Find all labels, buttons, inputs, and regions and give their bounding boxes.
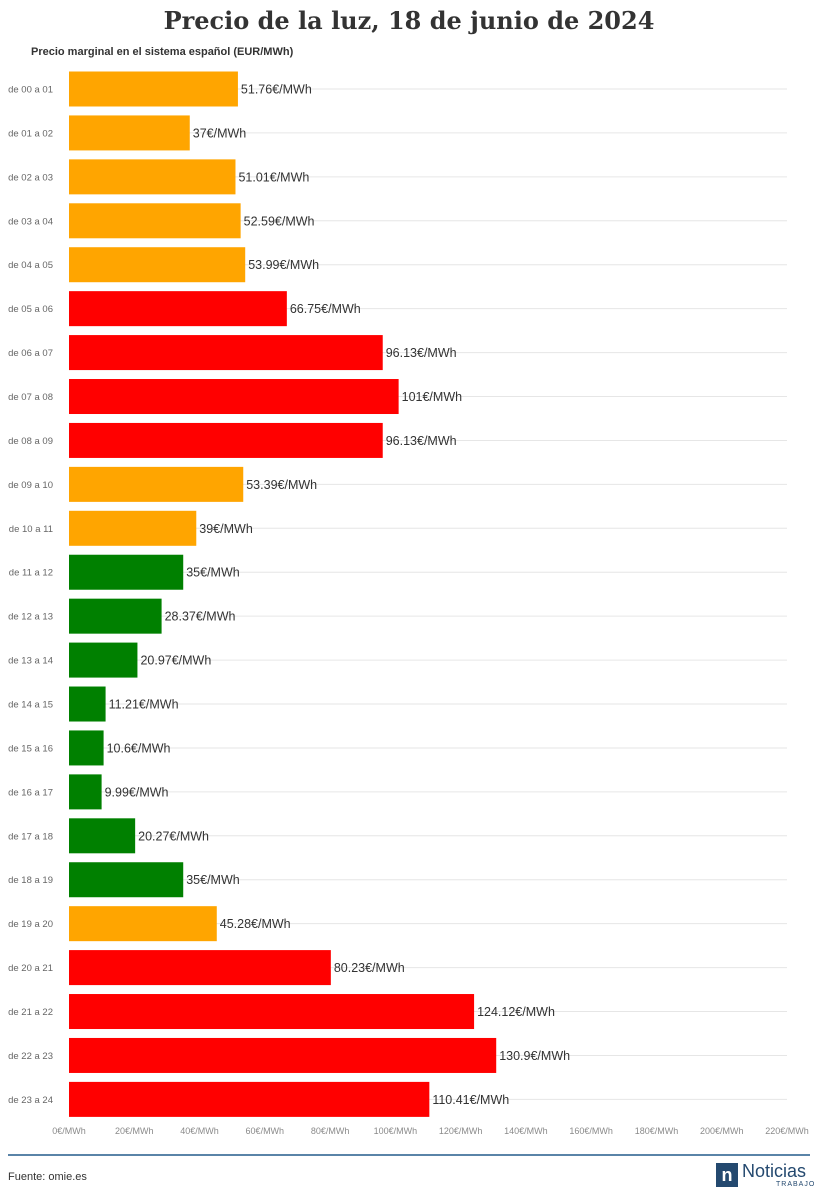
value-label: 96.13€/MWh	[386, 346, 457, 360]
category-label: de 21 a 22	[8, 1007, 53, 1018]
category-label: de 06 a 07	[8, 348, 53, 359]
category-label: de 09 a 10	[8, 480, 53, 491]
x-tick-label: 100€/MWh	[374, 1126, 418, 1136]
category-label: de 00 a 01	[8, 85, 53, 96]
chart-subtitle: Precio marginal en el sistema español (E…	[31, 46, 294, 58]
x-tick-label: 20€/MWh	[115, 1126, 154, 1136]
bar	[69, 115, 190, 151]
x-tick-label: 220€/MWh	[765, 1126, 809, 1136]
value-label: 53.99€/MWh	[248, 258, 319, 272]
bar	[69, 554, 184, 590]
bar	[69, 159, 236, 195]
category-label: de 14 a 15	[8, 700, 53, 711]
logo-sub: TRABAJO	[776, 1181, 816, 1188]
x-tick-label: 40€/MWh	[180, 1126, 219, 1136]
logo-mark-icon: n	[716, 1163, 738, 1187]
gridlines	[69, 88, 787, 1100]
category-label: de 19 a 20	[8, 919, 53, 930]
bar	[69, 598, 162, 634]
bar	[69, 730, 104, 766]
value-label: 20.97€/MWh	[140, 654, 211, 668]
category-label: de 04 a 05	[8, 260, 53, 271]
value-label: 20.27€/MWh	[138, 829, 209, 843]
bar-chart: de 00 a 01 de 01 a 02 de 02 a 03 de 03 a 04…	[8, 71, 809, 1136]
value-label: 37€/MWh	[193, 126, 247, 140]
footer-divider	[8, 1154, 810, 1156]
x-axis-ticks: 0€/MWh 20€/MWh 40€/MWh 60€/MWh 80€/MWh 100€/M…	[52, 1126, 809, 1136]
value-label: 66.75€/MWh	[290, 302, 361, 316]
bar	[69, 422, 383, 458]
value-label: 51.76€/MWh	[241, 83, 312, 97]
bar	[69, 818, 136, 854]
bar	[69, 686, 106, 722]
category-label: de 10 a 11	[9, 524, 53, 535]
category-label: de 01 a 02	[8, 128, 53, 139]
category-label: de 22 a 23	[8, 1051, 53, 1062]
x-tick-label: 80€/MWh	[311, 1126, 350, 1136]
category-label: de 11 a 12	[9, 568, 53, 579]
category-label: de 17 a 18	[8, 831, 53, 842]
bar	[69, 906, 217, 942]
bar	[69, 950, 331, 986]
value-label: 52.59€/MWh	[244, 214, 315, 228]
category-label: de 13 a 14	[8, 656, 53, 667]
chart-title: Precio de la luz, 18 de junio de 2024	[163, 6, 655, 35]
category-label: de 20 a 21	[8, 963, 53, 974]
bar	[69, 862, 184, 898]
bar	[69, 642, 138, 678]
x-tick-label: 140€/MWh	[504, 1126, 548, 1136]
logo-word: Noticias	[742, 1161, 807, 1181]
x-tick-label: 200€/MWh	[700, 1126, 744, 1136]
category-label: de 07 a 08	[8, 392, 53, 403]
category-label: de 03 a 04	[8, 216, 53, 227]
category-label: de 18 a 19	[8, 875, 53, 886]
x-tick-label: 120€/MWh	[439, 1126, 483, 1136]
category-label: de 23 a 24	[8, 1095, 53, 1106]
category-label: de 12 a 13	[8, 612, 53, 623]
bar	[69, 1037, 497, 1073]
bar	[69, 510, 197, 546]
category-labels: de 00 a 01 de 01 a 02 de 02 a 03 de 03 a 04…	[8, 85, 53, 1106]
value-label: 96.13€/MWh	[386, 434, 457, 448]
category-label: de 05 a 06	[8, 304, 53, 315]
bar	[69, 994, 475, 1030]
x-tick-label: 60€/MWh	[246, 1126, 285, 1136]
x-tick-label: 0€/MWh	[52, 1126, 86, 1136]
category-label: de 08 a 09	[8, 436, 53, 447]
category-label: de 02 a 03	[8, 172, 53, 183]
value-label: 28.37€/MWh	[165, 610, 236, 624]
value-label: 10.6€/MWh	[107, 741, 171, 755]
bar	[69, 1081, 430, 1117]
value-label: 35€/MWh	[186, 566, 240, 580]
value-label: 53.39€/MWh	[246, 478, 317, 492]
value-label: 124.12€/MWh	[477, 1005, 555, 1019]
value-label: 110.41€/MWh	[432, 1093, 509, 1107]
x-tick-label: 160€/MWh	[569, 1126, 613, 1136]
source-note: Fuente: omie.es	[8, 1171, 87, 1183]
value-label: 130.9€/MWh	[499, 1049, 570, 1063]
category-label: de 16 a 17	[8, 787, 53, 798]
bar	[69, 247, 246, 283]
bar	[69, 379, 399, 415]
bar	[69, 291, 287, 327]
bar	[69, 774, 102, 810]
value-label: 11.21€/MWh	[109, 698, 179, 712]
bar	[69, 71, 238, 107]
value-label: 51.01€/MWh	[238, 170, 309, 184]
bar	[69, 203, 241, 239]
value-label: 45.28€/MWh	[220, 917, 291, 931]
value-label: 80.23€/MWh	[334, 961, 405, 975]
value-label: 39€/MWh	[199, 522, 253, 536]
bar	[69, 335, 383, 371]
bars	[69, 71, 497, 1117]
value-label: 35€/MWh	[186, 873, 240, 887]
value-labels: 51.76€/MWh 37€/MWh 51.01€/MWh 52.59€/MWh 53.…	[105, 83, 571, 1107]
category-label: de 15 a 16	[8, 743, 53, 754]
bar	[69, 466, 244, 502]
value-label: 9.99€/MWh	[105, 785, 169, 799]
x-tick-label: 180€/MWh	[635, 1126, 679, 1136]
value-label: 101€/MWh	[402, 390, 462, 404]
